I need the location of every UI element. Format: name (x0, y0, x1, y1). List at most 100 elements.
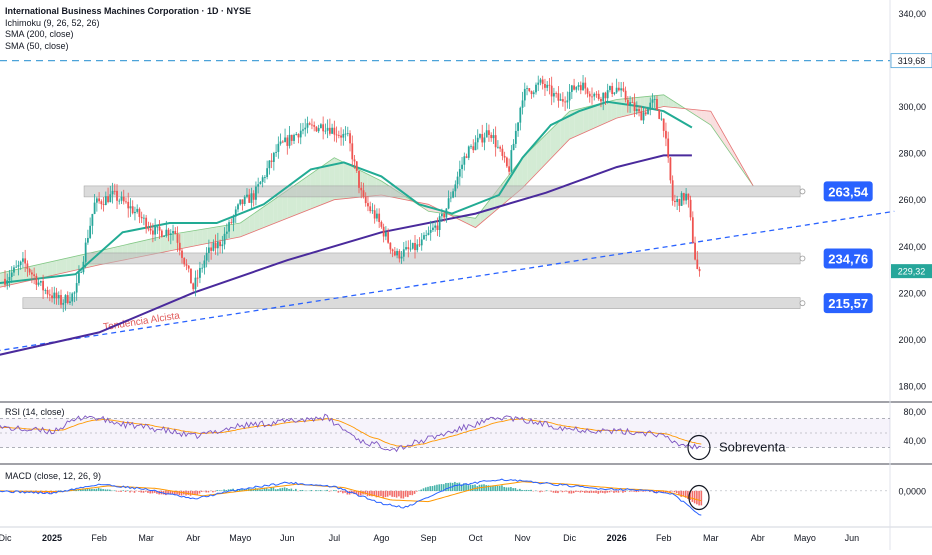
candle-body (152, 230, 154, 234)
time-tick-label: Mayo (794, 533, 816, 543)
candle-body (627, 100, 629, 105)
candle-body (416, 244, 418, 250)
candle-body (661, 119, 663, 120)
candle-body (425, 235, 427, 236)
time-tick-label: Jun (845, 533, 860, 543)
candle-body (80, 272, 82, 273)
candle-body (38, 283, 40, 285)
candle-body (268, 161, 270, 169)
macd-histogram-bar (96, 489, 98, 491)
macd-histogram-bar (311, 490, 313, 491)
candle-body (533, 92, 535, 94)
candle-body (528, 88, 530, 91)
candle-body (42, 281, 44, 290)
candle-body (584, 83, 586, 89)
candle-body (147, 228, 149, 229)
candle-body (381, 222, 383, 227)
candle-body (56, 293, 58, 299)
candle-body (363, 190, 365, 196)
candle-body (29, 269, 31, 273)
macd-histogram-bar (577, 491, 579, 492)
macd-line (0, 479, 701, 515)
candle-body (165, 230, 167, 236)
macd-histogram-bar (624, 491, 626, 492)
candle-body (524, 89, 526, 101)
macd-histogram-bar (539, 491, 541, 492)
macd-histogram-bar (286, 488, 288, 491)
time-tick-label: 2026 (607, 533, 627, 543)
candle-body (295, 134, 297, 135)
candle-body (376, 214, 378, 219)
macd-histogram-bar (676, 491, 678, 493)
candle-body (676, 199, 678, 202)
macd-histogram-bar (143, 491, 145, 493)
macd-histogram-bar (692, 491, 694, 502)
candle-body (611, 86, 613, 94)
macd-histogram-bar (416, 491, 418, 492)
level-label: 234,76 (828, 251, 868, 266)
candle-body (18, 265, 20, 267)
macd-histogram-bar (526, 490, 528, 491)
time-tick-label: Mar (138, 533, 154, 543)
candle-body (40, 281, 42, 283)
macd-histogram-bar (396, 491, 398, 498)
candle-body (134, 212, 136, 213)
candle-body (94, 203, 96, 214)
candle-body (170, 233, 172, 235)
candle-body (663, 119, 665, 131)
legend-sma50: SMA (50, close) (5, 41, 251, 53)
candle-body (13, 267, 15, 272)
macd-histogram-bar (405, 491, 407, 497)
candle-body (367, 203, 369, 206)
macd-histogram-bar (107, 489, 109, 491)
candle-body (358, 171, 360, 188)
macd-histogram-bar (562, 491, 564, 492)
time-tick-label: Abr (186, 533, 200, 543)
macd-histogram-bar (602, 491, 604, 493)
macd-histogram-bar (333, 490, 335, 491)
candle-body (233, 217, 235, 223)
candle-body (372, 210, 374, 211)
macd-histogram-bar (580, 491, 582, 493)
price-tick-label: 200,00 (898, 335, 926, 345)
candle-body (197, 278, 199, 279)
macd-histogram-bar (273, 488, 275, 491)
candle-body (374, 210, 376, 218)
candle-body (432, 228, 434, 230)
macd-histogram-bar (149, 491, 151, 494)
macd-histogram-bar (432, 486, 434, 491)
macd-histogram-bar (275, 489, 277, 491)
candle-body (286, 138, 288, 146)
macd-histogram-bar (125, 491, 127, 492)
candle-body (526, 88, 528, 89)
candle-body (645, 112, 647, 114)
time-tick-label: Nov (515, 533, 532, 543)
candle-body (244, 197, 246, 204)
level-zone (23, 298, 800, 309)
macd-histogram-bar (414, 491, 416, 494)
macd-histogram-bar (582, 491, 584, 492)
ichimoku-cloud-slice (156, 237, 161, 254)
macd-histogram-bar (291, 489, 293, 491)
candle-body (105, 196, 107, 205)
candle-body (531, 91, 533, 94)
candle-body (15, 267, 17, 268)
candle-body (107, 196, 109, 202)
candle-body (495, 135, 497, 147)
candle-body (262, 177, 264, 182)
price-tick-label: 180,00 (898, 382, 926, 392)
candle-body (289, 135, 291, 146)
time-tick-label: Feb (656, 533, 672, 543)
ichimoku-cloud-slice (47, 262, 52, 277)
candle-body (589, 94, 591, 97)
candle-body (441, 214, 443, 216)
candle-body (228, 222, 230, 231)
ichimoku-cloud-slice (71, 256, 76, 271)
macd-histogram-bar (98, 488, 100, 491)
legend-ichimoku: Ichimoku (9, 26, 52, 26) (5, 18, 251, 30)
macd-histogram-bar (429, 486, 431, 491)
price-tick-label: 220,00 (898, 288, 926, 298)
macd-histogram-bar (147, 491, 149, 493)
